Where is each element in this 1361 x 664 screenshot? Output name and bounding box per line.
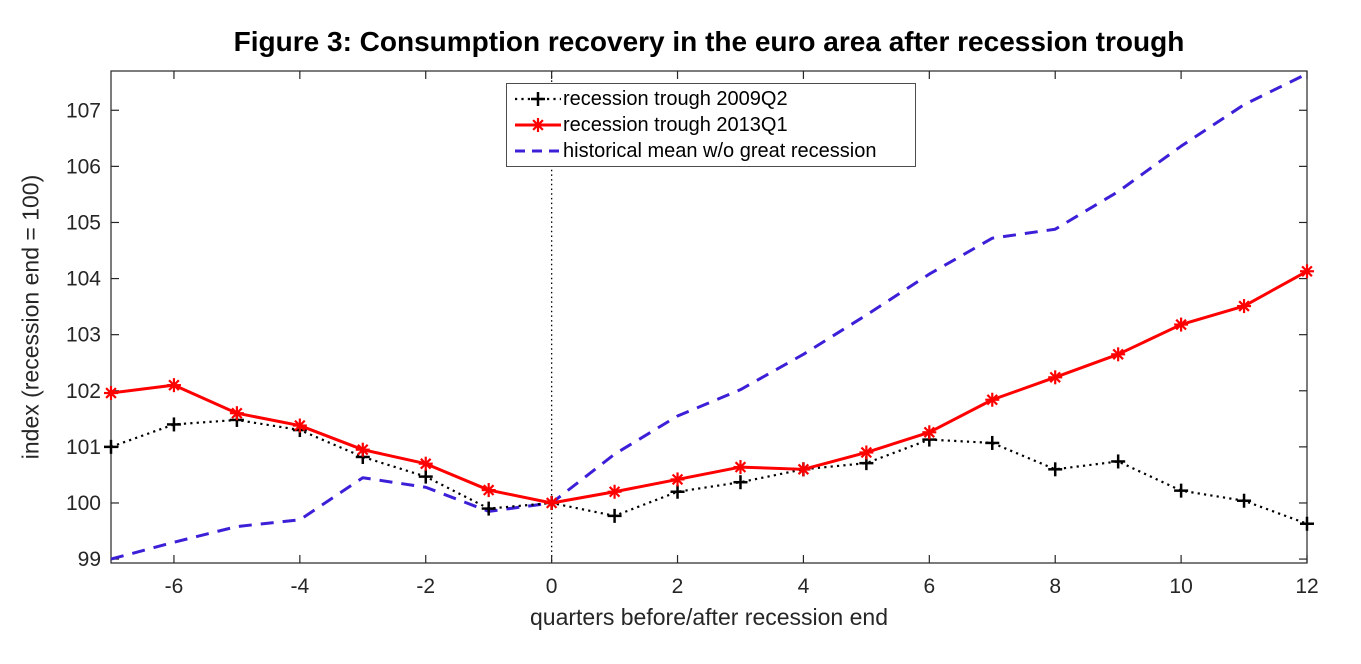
dotted-plus-line-sample-icon: [515, 92, 561, 106]
x-tick-label: 10: [1169, 575, 1192, 598]
legend-item-historical-mean: historical mean w/o great recession: [513, 138, 911, 164]
y-tick-label: 104: [66, 268, 101, 291]
y-tick-label: 99: [78, 548, 101, 571]
legend-box: recession trough 2009Q2 recession trough…: [506, 83, 916, 167]
legend-item-2013q1: recession trough 2013Q1: [513, 112, 911, 138]
legend-item-2009q2: recession trough 2009Q2: [513, 86, 911, 112]
y-tick-label: 103: [66, 324, 101, 347]
x-axis-label: quarters before/after recession end: [530, 604, 888, 630]
legend-label: historical mean w/o great recession: [563, 140, 877, 162]
y-tick-label: 102: [66, 380, 101, 403]
series-line-2: [110, 72, 1308, 561]
x-tick-label: 4: [798, 575, 810, 598]
x-tick-label: -2: [416, 575, 435, 598]
series-line-1: [110, 269, 1308, 505]
series-2: [110, 72, 1308, 561]
x-tick-label: -4: [290, 575, 309, 598]
x-tick-label: 0: [546, 575, 558, 598]
series-markers-1: [104, 264, 1314, 510]
dashed-line-sample-icon: [515, 149, 561, 153]
y-tick-label: 100: [66, 492, 101, 515]
y-tick-label: 101: [66, 436, 101, 459]
x-tick-label: 6: [923, 575, 935, 598]
axis-box: [110, 70, 1308, 564]
chart-title: Figure 3: Consumption recovery in the eu…: [233, 26, 1185, 57]
x-tick-label: 2: [672, 575, 684, 598]
axis-ticks: -6 -4 -2 0 2 4 6 8 10 12 99 100 101 102 103 104 105 106 10…: [66, 71, 1319, 598]
legend-label: recession trough 2013Q1: [563, 114, 788, 136]
solid-asterisk-line-sample-icon: [515, 118, 561, 132]
legend-label: recession trough 2009Q2: [563, 88, 788, 110]
series-1: [104, 264, 1314, 510]
series-line-0: [110, 418, 1308, 525]
y-tick-label: 106: [66, 155, 101, 178]
x-tick-label: -6: [165, 575, 184, 598]
y-tick-label: 105: [66, 211, 101, 234]
x-tick-label: 8: [1049, 575, 1061, 598]
x-tick-label: 12: [1295, 575, 1318, 598]
y-tick-label: 107: [66, 99, 101, 122]
